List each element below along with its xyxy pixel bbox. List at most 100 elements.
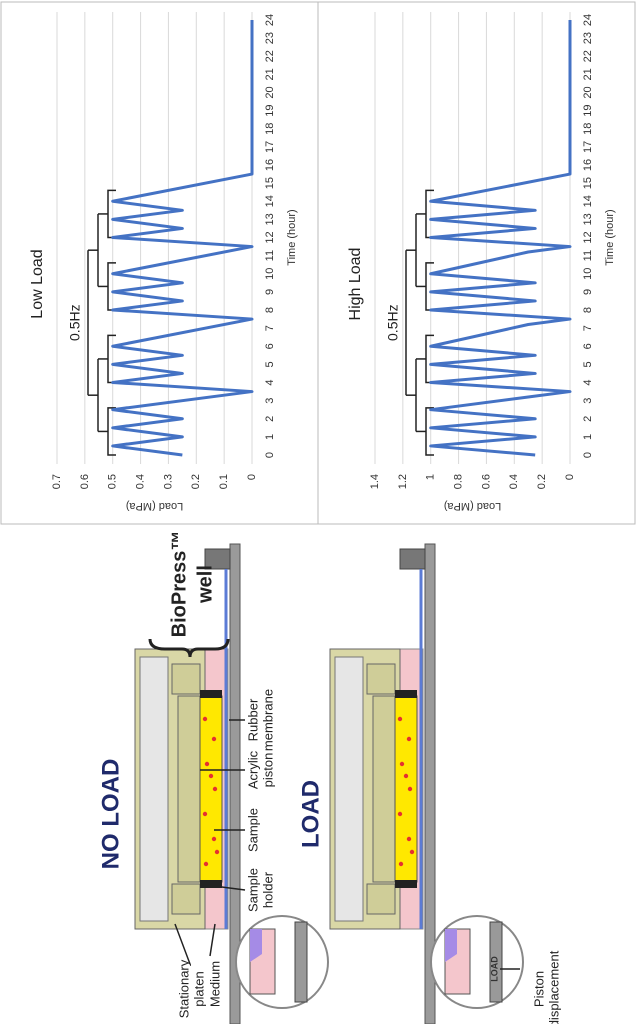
x-tick-label: 8 [582,307,594,313]
label: piston [260,753,275,788]
x-tick-label: 23 [264,32,276,44]
label: membrane [260,689,275,751]
x-tick-label: 11 [582,250,594,261]
x-tick-label: 21 [264,68,276,80]
x-tick-label: 8 [264,307,276,313]
x-tick-label: 16 [264,159,276,171]
y-tick-label: 0.8 [452,474,464,489]
label: displacement [546,950,561,1024]
bracket [426,335,434,382]
label: Rubber [245,698,260,741]
y-tick-label: 0.1 [218,474,230,489]
y-tick-label: 0.6 [79,474,91,489]
y-tick-label: 0.5 [107,474,119,489]
x-tick-label: 22 [264,50,276,62]
chart-title: Low Load [29,249,46,318]
x-tick-label: 24 [264,14,276,26]
x-tick-label: 2 [582,416,594,422]
y-tick-label: 0.3 [162,474,174,489]
x-tick-label: 9 [582,289,594,295]
x-tick-label: 14 [264,195,276,207]
y-axis-title: Load (MPa) [444,500,501,512]
x-tick-label: 2 [264,416,276,422]
x-tick-label: 19 [264,105,276,117]
inset-load: LOAD [489,956,499,982]
label: Acrylic [245,750,260,789]
assembly-load [330,544,523,1024]
y-tick-label: 0.4 [508,474,520,489]
x-tick-label: 5 [264,361,276,367]
annotation: 0.5Hz [67,304,83,341]
x-tick-label: 3 [264,398,276,404]
y-tick-label: 1.2 [397,474,409,489]
y-tick-label: 0.2 [190,474,202,489]
x-tick-label: 14 [582,195,594,207]
data-line [431,20,570,455]
annotation: 0.5Hz [385,304,401,341]
x-tick-label: 16 [582,159,594,171]
bracket [426,190,434,237]
x-tick-label: 20 [582,86,594,98]
y-tick-label: 0.6 [480,474,492,489]
x-axis-title: Time (hour) [604,209,616,265]
y-tick-label: 0 [246,474,258,480]
x-tick-label: 12 [264,231,276,243]
x-tick-label: 3 [582,398,594,404]
no-load-title: NO LOAD [97,759,124,870]
x-tick-label: 10 [582,268,594,280]
bracket [108,190,116,237]
y-tick-label: 0.7 [51,474,63,489]
x-tick-label: 7 [582,325,594,331]
x-tick-label: 13 [264,213,276,225]
data-line [113,20,252,455]
x-tick-label: 17 [264,141,276,153]
y-tick-label: 0.4 [134,474,146,489]
bracket [108,335,116,382]
x-tick-label: 9 [264,289,276,295]
x-tick-label: 21 [582,68,594,80]
bracket [108,408,116,455]
load-title: LOAD [297,780,324,848]
chart-title: High Load [347,248,364,321]
biopress-label: BioPress™ [168,531,190,638]
x-tick-label: 6 [264,343,276,349]
x-tick-label: 24 [582,14,594,26]
x-tick-label: 23 [582,32,594,44]
well-label: well [194,565,216,604]
bracket [426,408,434,455]
x-tick-label: 0 [264,452,276,458]
y-tick-label: 0.2 [536,474,548,489]
x-tick-label: 22 [582,50,594,62]
x-tick-label: 17 [582,141,594,153]
page: {"chart_data": [ {"type": "line", "title… [0,0,637,1024]
x-tick-label: 4 [264,379,276,385]
y-tick-label: 1.4 [369,474,381,489]
y-tick-label: 1 [425,474,437,480]
label: Sample [245,808,260,852]
x-tick-label: 0 [582,452,594,458]
x-tick-label: 7 [264,325,276,331]
x-tick-label: 11 [264,250,276,261]
x-tick-label: 1 [264,434,276,440]
x-tick-label: 15 [582,177,594,189]
label: Stationary [176,959,191,1018]
bracket [108,263,116,310]
y-tick-label: 0 [564,474,576,480]
y-axis-title: Load (MPa) [126,500,183,512]
label: platen [191,971,206,1006]
bracket [426,263,434,310]
rotated-figure: NO LOAD LOAD BioPress™ well Rubber membr… [1,2,635,1024]
x-tick-label: 10 [264,268,276,280]
label: Medium [207,961,222,1007]
label: Sample [245,868,260,912]
x-tick-label: 15 [264,177,276,189]
label: Piston [531,971,546,1007]
label: holder [260,871,275,908]
x-axis-title: Time (hour) [286,209,298,265]
x-tick-label: 19 [582,105,594,117]
x-tick-label: 6 [582,343,594,349]
x-tick-label: 18 [264,123,276,135]
x-tick-label: 5 [582,361,594,367]
x-tick-label: 13 [582,213,594,225]
x-tick-label: 18 [582,123,594,135]
